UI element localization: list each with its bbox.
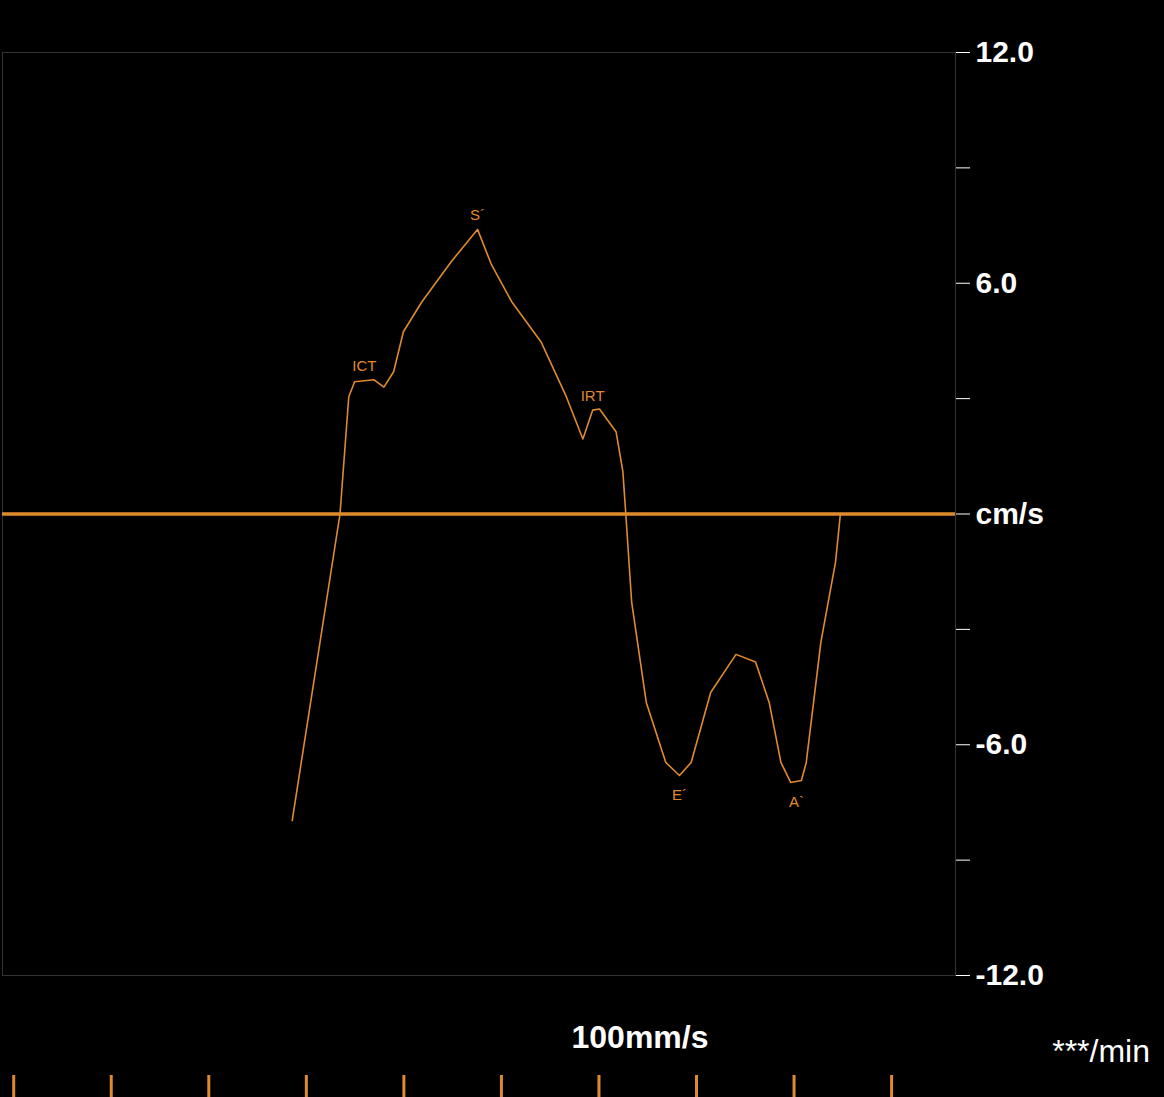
svg-text:E´: E´: [672, 786, 687, 803]
svg-text:cm/s: cm/s: [976, 497, 1044, 530]
svg-text:A`: A`: [789, 793, 804, 810]
svg-text:12.0: 12.0: [976, 35, 1034, 68]
svg-text:S´: S´: [470, 206, 485, 223]
svg-text:-6.0: -6.0: [976, 727, 1028, 760]
svg-text:6.0: 6.0: [976, 266, 1018, 299]
svg-text:100mm/s: 100mm/s: [572, 1019, 709, 1055]
svg-text:IRT: IRT: [581, 387, 605, 404]
svg-text:***/min: ***/min: [1052, 1033, 1150, 1069]
svg-text:ICT: ICT: [352, 357, 376, 374]
svg-text:-12.0: -12.0: [976, 958, 1044, 991]
